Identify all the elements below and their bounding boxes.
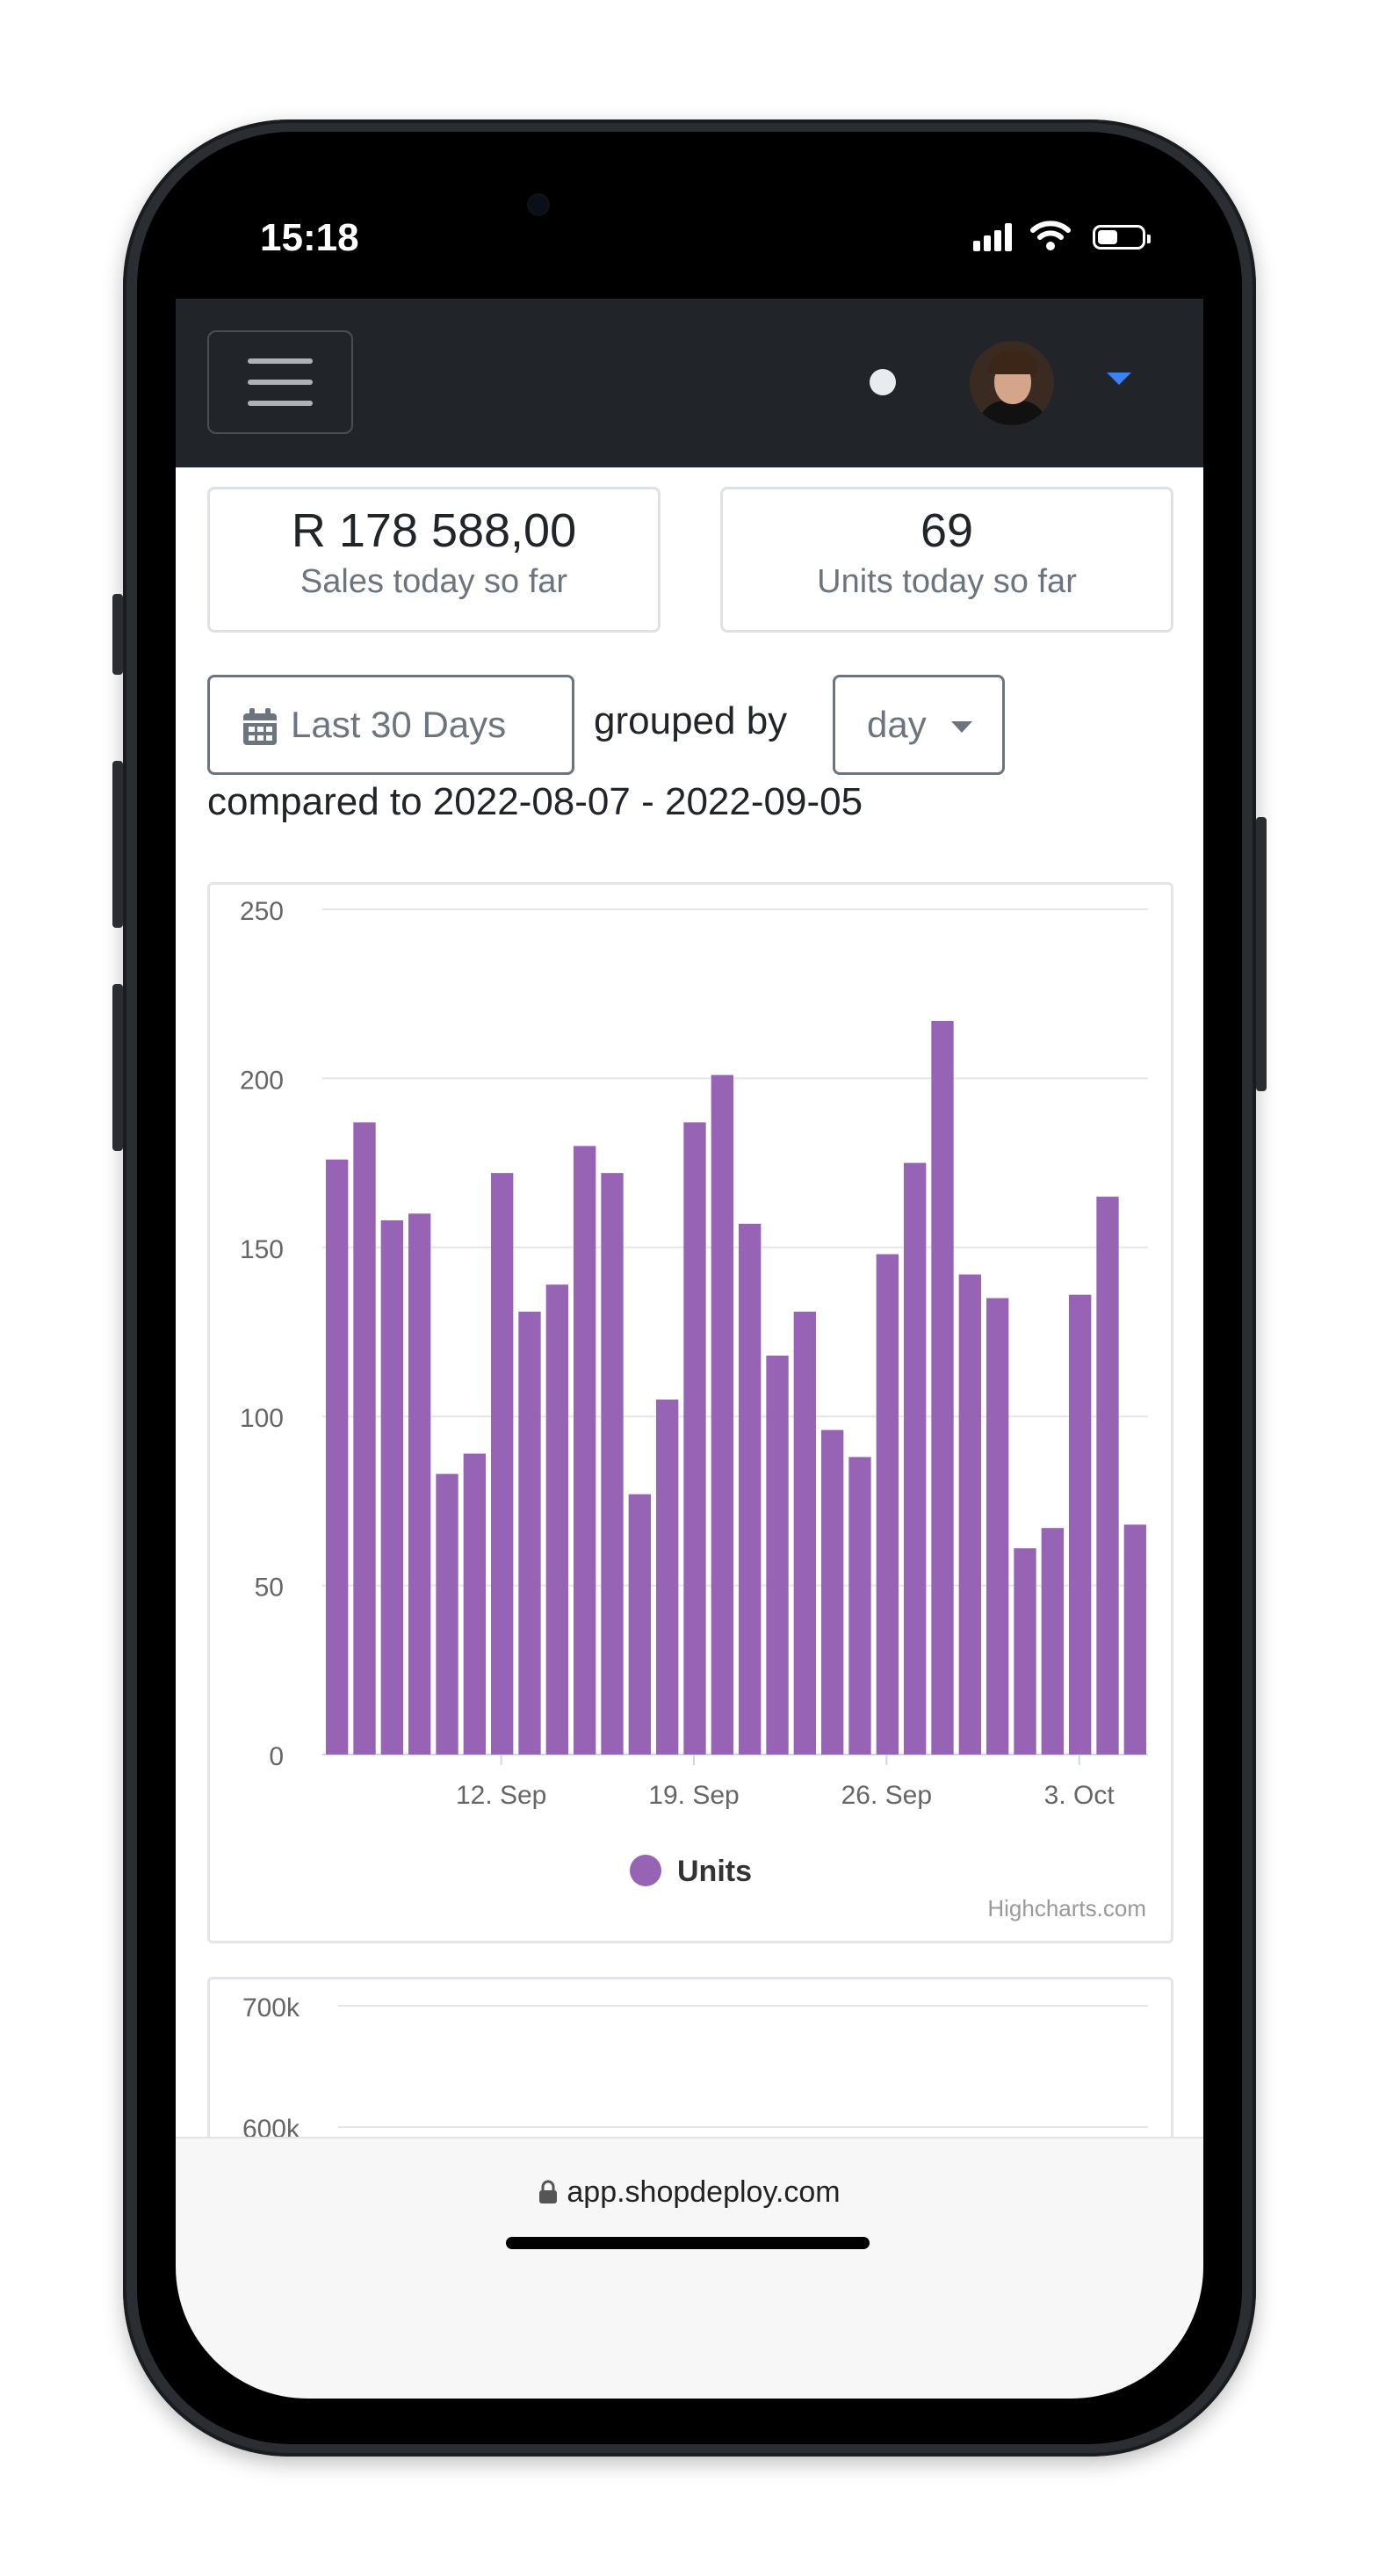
legend-units-label: Units [677, 1855, 752, 1888]
user-avatar[interactable] [970, 341, 1054, 425]
home-indicator [506, 2237, 870, 2249]
units-today-value: 69 [920, 504, 974, 557]
front-camera [527, 193, 550, 216]
y-tick-label: 250 [240, 897, 284, 926]
y-tick-label: 50 [255, 1574, 284, 1603]
battery-icon [1093, 225, 1151, 250]
units-today-card: 69 Units today so far [720, 487, 1173, 633]
bar [408, 1213, 431, 1755]
bar [545, 1284, 568, 1755]
lock-icon [539, 2180, 558, 2203]
bar [821, 1429, 844, 1755]
bar [766, 1355, 789, 1755]
sales-today-label: Sales today so far [300, 563, 568, 600]
x-tick-label: 19. Sep [648, 1781, 739, 1810]
bar [711, 1075, 733, 1755]
bar [463, 1453, 486, 1755]
status-time: 15:18 [260, 216, 359, 259]
units-today-label: Units today so far [817, 563, 1077, 600]
highcharts-credits: Highcharts.com [987, 1895, 1146, 1921]
dashboard-content: R 178 588,00 Sales today so far 69 Units… [176, 467, 1203, 2328]
bar [574, 1146, 596, 1755]
y-tick-label: 700k [242, 1994, 300, 2022]
date-range-button[interactable]: Last 30 Days [207, 675, 574, 775]
bar [491, 1173, 514, 1755]
bar [518, 1311, 541, 1755]
bar [1096, 1197, 1119, 1755]
bar [904, 1162, 927, 1755]
url-display[interactable]: app.shopdeploy.com [176, 2175, 1203, 2210]
bar [326, 1159, 349, 1755]
top-navbar [176, 299, 1203, 467]
bar [848, 1457, 871, 1755]
bar [739, 1223, 762, 1755]
x-tick-label: 26. Sep [841, 1781, 932, 1810]
bar [958, 1274, 981, 1755]
bar [1123, 1524, 1146, 1755]
browser-address-bar[interactable]: app.shopdeploy.com [176, 2137, 1203, 2399]
y-tick-label: 150 [240, 1235, 284, 1264]
power-button [1256, 817, 1267, 1091]
user-menu-caret-icon[interactable] [1107, 373, 1131, 385]
phone-screen: 15:18 R 178 588,00 Sales today so far [176, 167, 1203, 2399]
bar [601, 1173, 624, 1755]
bar [986, 1298, 1009, 1755]
bar [628, 1494, 651, 1755]
calendar-icon [243, 708, 277, 745]
bar [683, 1122, 706, 1755]
legend-units-icon [630, 1855, 661, 1886]
y-tick-label: 100 [240, 1404, 284, 1433]
bar [876, 1254, 899, 1755]
compared-to-text: compared to 2022-08-07 - 2022-09-05 [207, 780, 863, 823]
wifi-icon [1030, 221, 1071, 250]
units-bar-chart: 0 50 100 150 200 250 12. Sep 19. Sep 26. Sep 3. O… [240, 897, 1148, 1921]
group-by-value: day [867, 704, 927, 745]
bar [380, 1220, 403, 1755]
x-tick-label: 12. Sep [456, 1781, 546, 1810]
bar [436, 1473, 458, 1755]
mute-switch [112, 594, 123, 675]
bar [931, 1020, 954, 1755]
bar [1014, 1548, 1036, 1755]
y-tick-label: 0 [269, 1742, 284, 1771]
status-bar: 15:18 [176, 167, 1203, 299]
bar [1041, 1528, 1064, 1755]
group-by-dropdown[interactable]: day [833, 675, 1005, 775]
chevron-down-icon [951, 721, 972, 733]
bar [353, 1122, 376, 1755]
grouped-by-label: grouped by [594, 699, 788, 742]
bar [793, 1311, 816, 1755]
menu-toggle-button[interactable] [207, 330, 353, 434]
date-range-label: Last 30 Days [291, 704, 507, 745]
bar [656, 1399, 679, 1755]
url-text: app.shopdeploy.com [567, 2175, 841, 2209]
volume-up-button [112, 761, 123, 928]
status-dot-icon [870, 369, 896, 395]
units-chart: 0 50 100 150 200 250 12. Sep 19. Sep 26. Sep 3. O… [207, 882, 1173, 1943]
y-tick-label: 200 [240, 1066, 284, 1095]
x-tick-label: 3. Oct [1044, 1781, 1115, 1810]
sales-today-value: R 178 588,00 [291, 504, 577, 557]
bar [1069, 1294, 1092, 1755]
sales-today-card: R 178 588,00 Sales today so far [207, 487, 661, 633]
volume-down-button [112, 984, 123, 1151]
